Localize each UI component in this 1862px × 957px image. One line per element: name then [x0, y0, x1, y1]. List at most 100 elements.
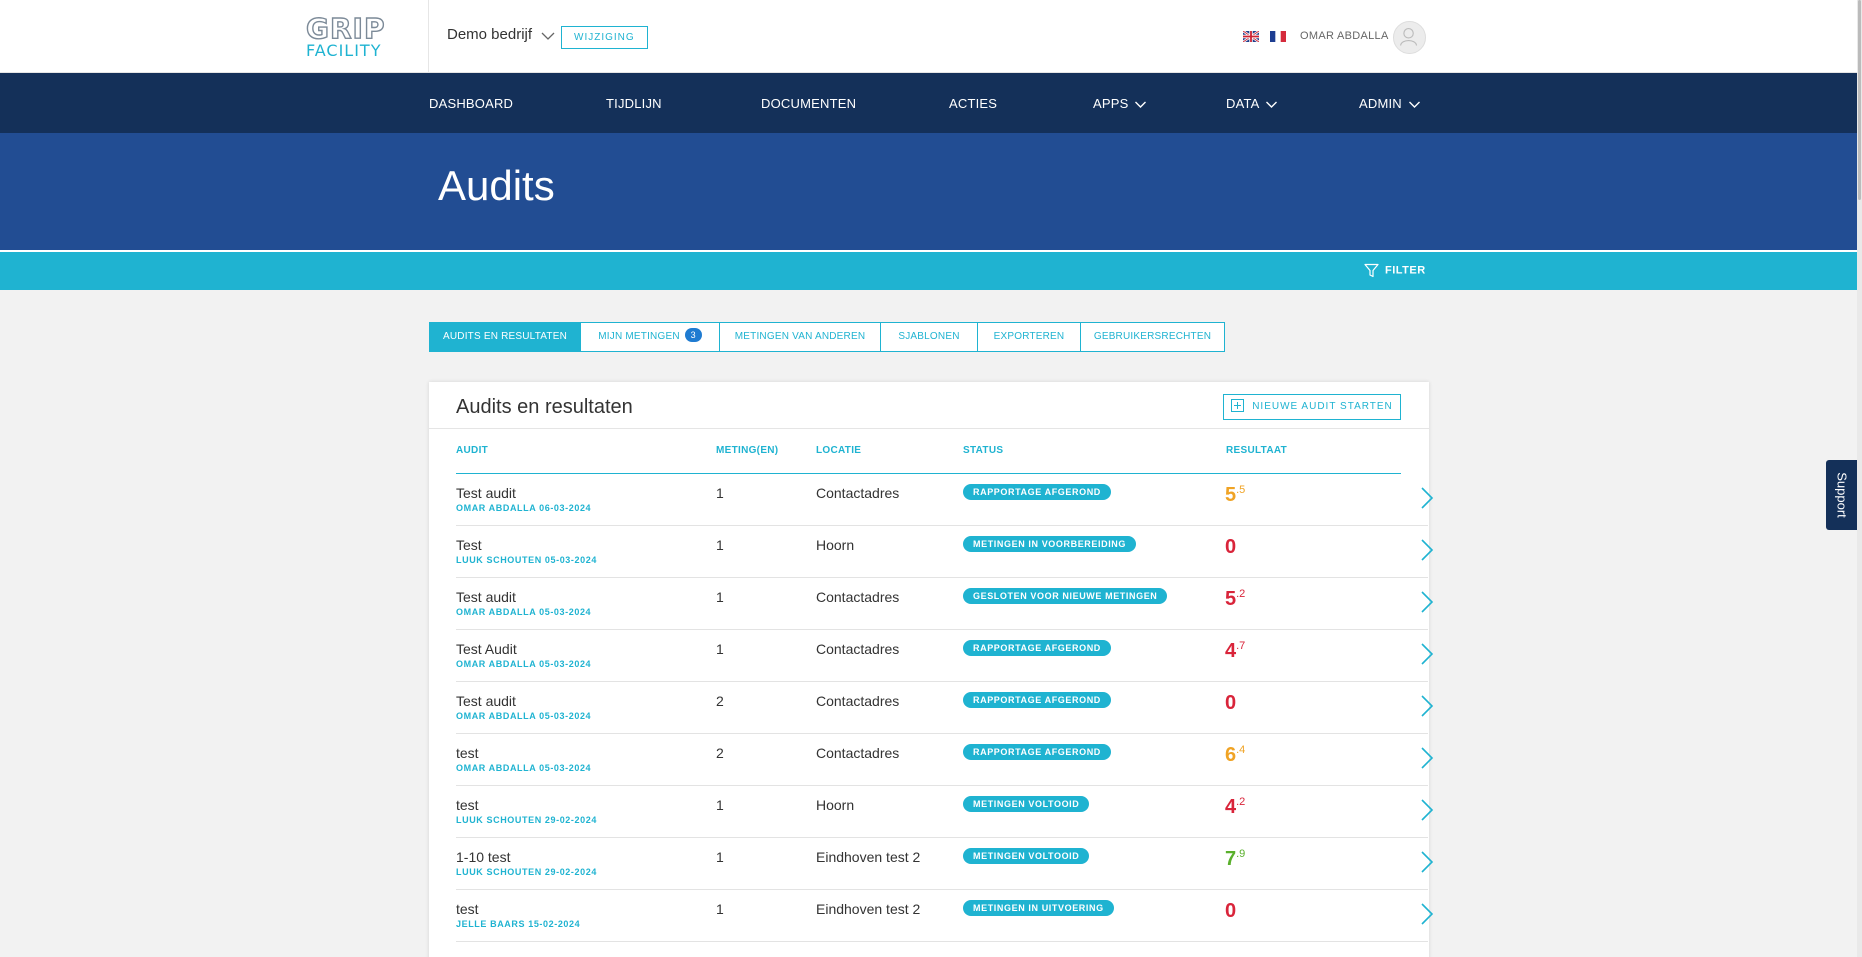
nav-acties[interactable]: ACTIES [949, 96, 998, 111]
audit-author-date: LUUK SCHOUTEN 29-02-2024 [456, 815, 597, 825]
status-badge: METINGEN VOLTOOID [963, 848, 1090, 864]
company-selector[interactable]: Demo bedrijf [447, 26, 533, 43]
audit-name[interactable]: 1-10 test [456, 849, 511, 865]
logo-text-top: GRIP [305, 12, 386, 45]
status-badge: METINGEN IN UITVOERING [963, 900, 1114, 916]
chevron-right-icon[interactable] [1420, 538, 1434, 562]
scrollbar-thumb[interactable] [1858, 0, 1861, 200]
column-header-result[interactable]: RESULTAAT [1226, 445, 1288, 456]
table-row[interactable]: test OMAR ABDALLA 05-03-2024 2 Contactadres… [456, 734, 1434, 786]
nav-apps[interactable]: APPS [1093, 96, 1147, 111]
audit-result: 0 [1225, 900, 1236, 923]
audit-name[interactable]: Test audit [456, 589, 516, 605]
filter-bar: FILTER [0, 250, 1857, 290]
card-divider [429, 428, 1429, 429]
logo-text-bottom: FACILITY [306, 41, 382, 60]
top-header: GRIP FACILITY Demo bedrijf WIJZIGING OMA… [0, 0, 1857, 73]
chevron-right-icon[interactable] [1420, 694, 1434, 718]
table-row[interactable]: 1-10 test LUUK SCHOUTEN 29-02-2024 1 Eindho… [456, 838, 1434, 890]
result-decimal: .5 [1236, 484, 1246, 496]
audit-name[interactable]: test [456, 745, 479, 761]
result-decimal: .7 [1236, 640, 1246, 652]
table-row[interactable]: test LUUK SCHOUTEN 29-02-2024 1 Hoorn METING… [456, 786, 1434, 838]
result-integer: 0 [1225, 900, 1237, 922]
flag-uk-icon[interactable] [1243, 31, 1259, 42]
card-title: Audits en resultaten [456, 396, 633, 418]
audit-name[interactable]: Test audit [456, 485, 516, 501]
table-row[interactable]: Test audit OMAR ABDALLA 05-03-2024 2 Contac… [456, 682, 1434, 734]
status-badge: METINGEN VOLTOOID [963, 796, 1090, 812]
header-divider [428, 0, 429, 73]
support-tab[interactable]: Support [1826, 460, 1857, 530]
status-badge: RAPPORTAGE AFGEROND [963, 484, 1111, 500]
chevron-right-icon[interactable] [1420, 798, 1434, 822]
page-banner: Audits [0, 133, 1857, 250]
nav-data[interactable]: DATA [1226, 96, 1278, 111]
column-header-count[interactable]: METING(EN) [716, 445, 779, 456]
grip-facility-logo[interactable]: GRIP FACILITY [305, 12, 386, 60]
tab-gebruikersrechten[interactable]: GEBRUIKERSRECHTEN [1081, 322, 1225, 352]
table-row[interactable]: Test LUUK SCHOUTEN 05-03-2024 1 Hoorn METING… [456, 526, 1434, 578]
measurement-count: 2 [716, 745, 724, 761]
result-integer: 4 [1225, 640, 1237, 662]
chevron-down-icon [1135, 101, 1147, 109]
audit-author-date: LUUK SCHOUTEN 29-02-2024 [456, 867, 597, 877]
tab-audits-en-resultaten[interactable]: AUDITS EN RESULTATEN [429, 322, 581, 352]
result-integer: 5 [1225, 588, 1237, 610]
audit-result: 5.2 [1225, 588, 1245, 611]
table-row[interactable]: Test Audit OMAR ABDALLA 05-03-2024 1 Contac… [456, 630, 1434, 682]
result-decimal: .2 [1236, 588, 1246, 600]
table-row[interactable]: Test audit OMAR ABDALLA 05-03-2024 1 Contac… [456, 578, 1434, 630]
measurement-count: 2 [716, 693, 724, 709]
tab-mijn-metingen[interactable]: MIJN METINGEN 3 [581, 322, 720, 352]
tab-metingen-van-anderen[interactable]: METINGEN VAN ANDEREN [720, 322, 881, 352]
column-header-status[interactable]: STATUS [963, 445, 1004, 456]
page-title: Audits [438, 162, 555, 209]
status-badge: METINGEN IN VOORBEREIDING [963, 536, 1137, 552]
chevron-down-icon[interactable] [540, 30, 556, 42]
column-header-location[interactable]: LOCATIE [816, 445, 862, 456]
measurement-count: 1 [716, 797, 724, 813]
chevron-right-icon[interactable] [1420, 486, 1434, 510]
result-integer: 0 [1225, 692, 1237, 714]
chevron-right-icon[interactable] [1420, 590, 1434, 614]
nav-tijdlijn[interactable]: TIJDLIJN [606, 96, 662, 111]
flag-fr-icon[interactable] [1270, 31, 1286, 42]
audit-author-date: OMAR ABDALLA 06-03-2024 [456, 503, 592, 513]
chevron-right-icon[interactable] [1420, 642, 1434, 666]
audit-name[interactable]: Test [456, 537, 482, 553]
main-navigation: DASHBOARD TIJDLIJN DOCUMENTEN ACTIES APP… [0, 73, 1857, 133]
filter-button[interactable]: FILTER [1364, 263, 1426, 278]
audit-name[interactable]: test [456, 797, 479, 813]
chevron-down-icon [1408, 101, 1420, 109]
table-row[interactable]: Test audit OMAR ABDALLA 06-03-2024 1 Contac… [456, 474, 1434, 526]
tab-exporteren[interactable]: EXPORTEREN [978, 322, 1081, 352]
audit-location: Contactadres [816, 745, 900, 761]
result-integer: 5 [1225, 484, 1237, 506]
avatar[interactable] [1393, 21, 1426, 54]
change-company-button[interactable]: WIJZIGING [561, 26, 648, 49]
nav-admin[interactable]: ADMIN [1359, 96, 1421, 111]
new-audit-button[interactable]: NIEUWE AUDIT STARTEN [1223, 394, 1401, 420]
chevron-right-icon[interactable] [1420, 902, 1434, 926]
audit-name[interactable]: Test Audit [456, 641, 517, 657]
new-audit-label: NIEUWE AUDIT STARTEN [1252, 401, 1393, 412]
result-integer: 6 [1225, 744, 1237, 766]
user-name[interactable]: OMAR ABDALLA [1300, 30, 1389, 42]
nav-apps-label: APPS [1093, 96, 1129, 111]
chevron-right-icon[interactable] [1420, 850, 1434, 874]
audit-name[interactable]: test [456, 901, 479, 917]
scrollbar[interactable] [1857, 0, 1862, 957]
tab-sjablonen[interactable]: SJABLONEN [881, 322, 978, 352]
chevron-right-icon[interactable] [1420, 746, 1434, 770]
column-header-audit[interactable]: AUDIT [456, 445, 489, 456]
nav-admin-label: ADMIN [1359, 96, 1402, 111]
nav-dashboard[interactable]: DASHBOARD [429, 96, 514, 111]
audit-name[interactable]: Test audit [456, 693, 516, 709]
audit-author-date: OMAR ABDALLA 05-03-2024 [456, 607, 592, 617]
table-row[interactable]: test JELLE BAARS 15-02-2024 1 Eindhoven tes… [456, 890, 1434, 942]
user-icon [1400, 28, 1418, 46]
nav-documenten[interactable]: DOCUMENTEN [761, 96, 857, 111]
audit-location: Contactadres [816, 693, 900, 709]
measurement-count: 1 [716, 901, 724, 917]
